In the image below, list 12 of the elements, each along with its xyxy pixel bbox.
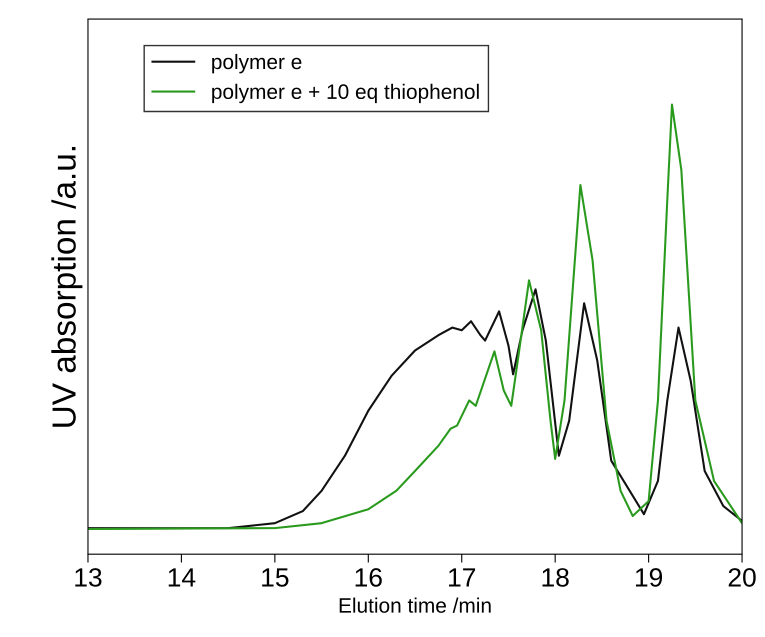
- x-tick-label: 20: [728, 568, 756, 587]
- x-tick-label: 15: [262, 568, 288, 587]
- x-tick-label: 16: [356, 568, 382, 587]
- y-axis-title: UV absorption /a.u.: [51, 147, 82, 427]
- x-tick-label: 18: [542, 568, 569, 587]
- x-tick-label: 19: [636, 568, 662, 587]
- x-tick-label: 13: [75, 568, 102, 587]
- legend-label: polymer e: [212, 54, 302, 74]
- legend-label: polymer e + 10 eq thiophenol: [212, 84, 479, 104]
- x-axis-title: Elution time /min: [340, 598, 491, 613]
- x-tick-label: 14: [168, 568, 196, 587]
- x-tick-label: 17: [449, 568, 476, 587]
